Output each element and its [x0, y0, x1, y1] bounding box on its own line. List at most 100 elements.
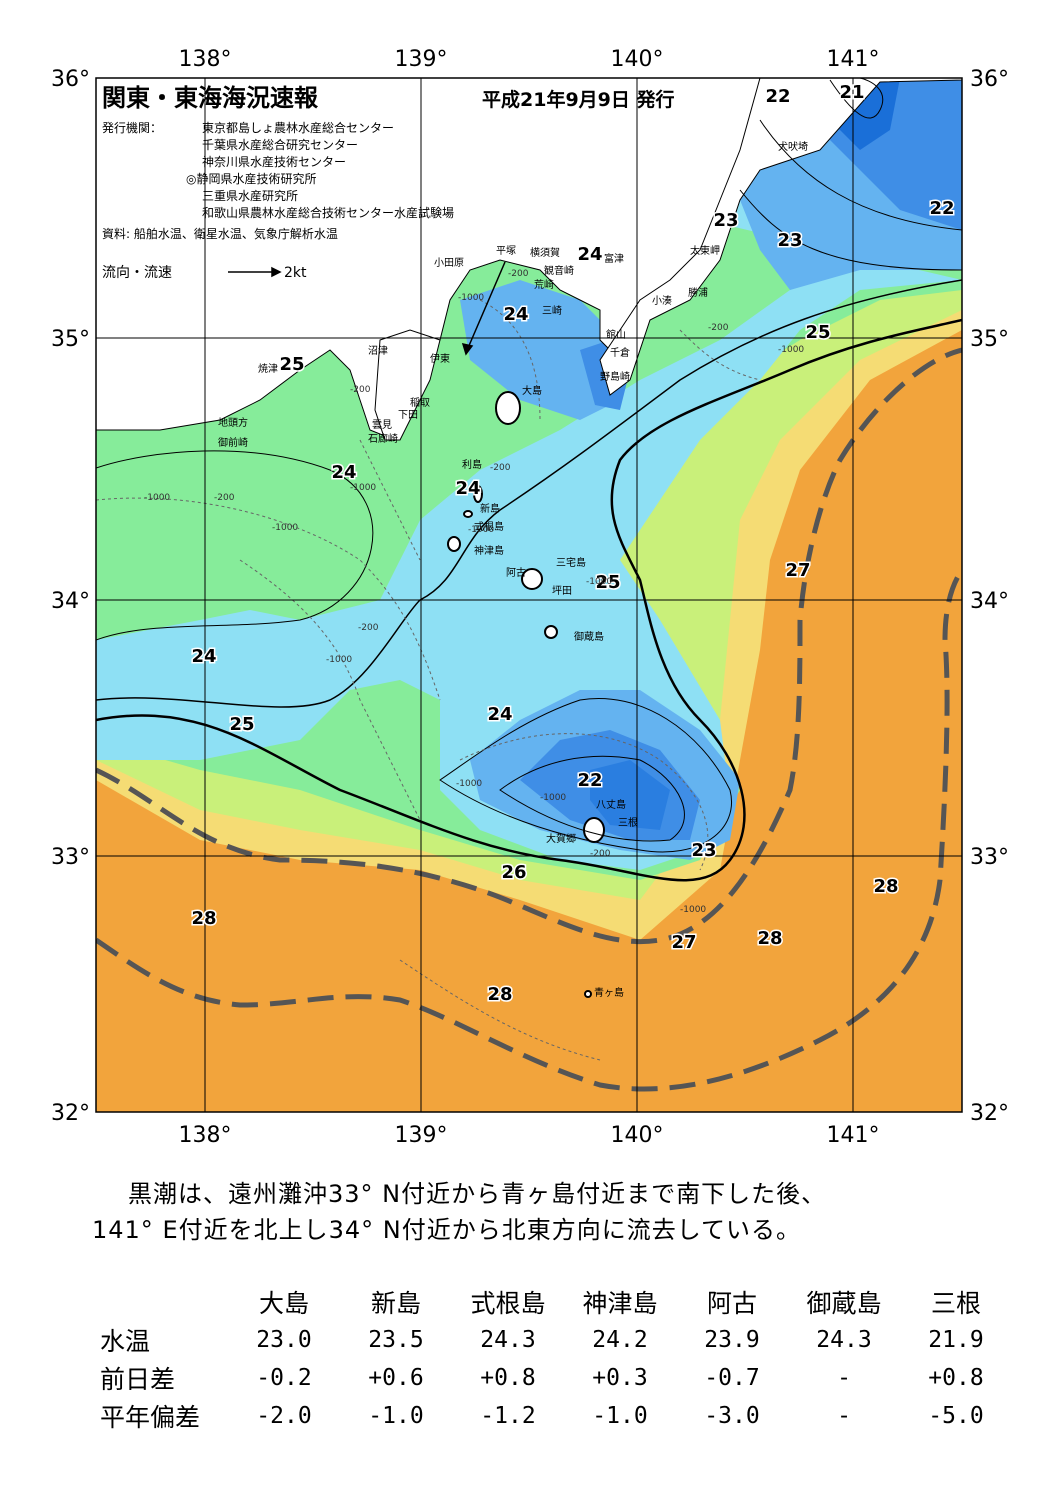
place-label: 大賀郷	[546, 832, 576, 845]
table-cell: +0.8	[480, 1365, 536, 1391]
table-cell: 24.3	[480, 1327, 536, 1353]
depth-label: -1000	[326, 655, 352, 665]
island-aogashima	[584, 990, 592, 998]
place-label: 千倉	[610, 346, 630, 359]
isotherm-label: 22	[577, 770, 602, 791]
table-cell: +0.3	[592, 1365, 648, 1391]
isotherm-label: 25	[805, 322, 830, 343]
place-label: 新島	[480, 502, 500, 515]
place-label: 三根	[618, 816, 638, 829]
place-label: 三宅島	[556, 556, 586, 569]
graticule	[96, 78, 962, 1112]
islands	[447, 391, 605, 998]
land	[96, 78, 962, 441]
place-label: 大島	[522, 384, 542, 397]
table-cell: +0.8	[928, 1365, 984, 1391]
island-niijima	[463, 510, 473, 518]
table-cell: 24.3	[816, 1327, 872, 1353]
place-label: 下田	[398, 410, 418, 421]
depth-label: -1000	[586, 577, 612, 587]
isotherm-label: 24	[503, 304, 528, 325]
depth-label: -1000	[468, 525, 494, 535]
issuer: 神奈川県水産技術センター	[202, 154, 346, 169]
kuroshio-axis	[96, 347, 962, 1092]
table-cell: -3.0	[704, 1403, 760, 1429]
table-row: 水温 23.0 23.5 24.3 24.2 23.9 24.3 21.9	[100, 1321, 1012, 1359]
place-label: 伊東	[430, 352, 450, 365]
table-row: 前日差 -0.2 +0.6 +0.8 +0.3 -0.7 - +0.8	[100, 1359, 1012, 1397]
table-cell: -	[837, 1365, 851, 1391]
place-label: 雲見	[372, 419, 392, 431]
lat-label-left: 36°	[51, 67, 90, 92]
station-header: 三根	[930, 1289, 981, 1318]
isotherm-label: 22	[765, 86, 790, 107]
isotherm-label: 21	[839, 82, 864, 103]
isotherm-labels: 21 22 22 23 23 24 25 24 24 25 27 24 25 2…	[190, 81, 956, 1007]
axis-labels: 138° 139° 140° 141° 138° 139° 140° 141° …	[51, 47, 1009, 1148]
place-label: 平塚	[496, 245, 516, 257]
station-header: 阿古	[706, 1289, 757, 1318]
place-label: 荒崎	[534, 278, 554, 291]
isotherm-label: 23	[713, 210, 738, 231]
isotherm-label: 27	[671, 932, 696, 953]
isotherm-label: 28	[487, 984, 512, 1005]
zone-24-sagami	[460, 280, 620, 420]
lat-label-left: 35°	[51, 327, 90, 352]
row-label: 前日差	[100, 1365, 176, 1394]
land-boso	[599, 78, 962, 396]
isotherm-label: 24	[191, 646, 216, 667]
lat-label-right: 34°	[970, 589, 1009, 614]
depth-labels: -200 -1000 -200 -1000 -200 -1000 -1000 -…	[144, 269, 804, 915]
isotherm-label: 22	[929, 198, 954, 219]
place-label: 焼津	[258, 363, 278, 375]
station-header: 御蔵島	[806, 1289, 882, 1318]
table-header-row: 大島 新島 式根島 神津島 阿古 御蔵島 三根	[100, 1283, 1012, 1321]
place-label: 小湊	[652, 294, 672, 307]
isotherm-label: 24	[331, 462, 356, 483]
place-label: 犬吠埼	[778, 140, 808, 153]
place-label: 坪田	[552, 584, 572, 597]
place-label: 小田原	[434, 257, 464, 269]
place-label: 富津	[604, 252, 624, 265]
issuer: 和歌山県農林水産総合技術センター水産試験場	[202, 205, 454, 220]
depth-label: -200	[590, 849, 611, 859]
lat-label-right: 35°	[970, 327, 1009, 352]
table-cell: -0.7	[704, 1365, 760, 1391]
place-label: 御蔵島	[574, 630, 604, 643]
isotherm-label: 28	[757, 928, 782, 949]
depth-label: -1000	[540, 793, 566, 803]
depth-label: -1000	[778, 345, 804, 355]
summary-line: 黒潮は、遠州灘沖33° N付近から青ヶ島付近まで南下した後、	[128, 1180, 827, 1208]
table-cell: -1.0	[368, 1403, 424, 1429]
isotherm-label: 25	[595, 572, 620, 593]
kuroshio-front	[96, 318, 962, 882]
place-label: 野島崎	[600, 370, 630, 383]
row-label: 平年偏差	[100, 1403, 201, 1432]
isotherm-label: 23	[777, 230, 802, 251]
table-cell: 21.9	[928, 1327, 984, 1353]
table-cell: -5.0	[928, 1403, 984, 1429]
table-cell: +0.6	[368, 1365, 424, 1391]
issuer: 千葉県水産総合研究センター	[202, 137, 358, 152]
lat-label-right: 33°	[970, 845, 1009, 870]
place-label: 地頭方	[218, 416, 248, 429]
lon-label-top: 140°	[611, 47, 664, 72]
depth-label: -1000	[680, 905, 706, 915]
island-miyakejima	[521, 568, 543, 590]
station-header: 式根島	[470, 1289, 546, 1318]
depth-label: -1000	[350, 483, 376, 493]
current-legend-label: 流向・流速	[102, 265, 172, 281]
data-sources: 資料: 船舶水温、衛星水温、気象庁解析水温	[102, 226, 338, 241]
isotherms	[96, 78, 962, 853]
table-cell: 23.0	[256, 1327, 312, 1353]
kuroshio-summary: 黒潮は、遠州灘沖33° N付近から青ヶ島付近まで南下した後、 141° E付近を…	[92, 1176, 992, 1248]
depth-label: -1000	[144, 493, 170, 503]
lat-label-right: 36°	[970, 67, 1009, 92]
map-frame	[95, 77, 963, 1113]
current-legend-arrow	[228, 266, 282, 278]
table-row: 平年偏差 -2.0 -1.0 -1.2 -1.0 -3.0 - -5.0	[100, 1397, 1012, 1435]
lon-label-bottom: 141°	[827, 1123, 880, 1148]
depth-label: -1000	[272, 523, 298, 533]
issuers-label: 発行機関：	[102, 120, 162, 135]
place-label: 阿古	[506, 566, 526, 579]
